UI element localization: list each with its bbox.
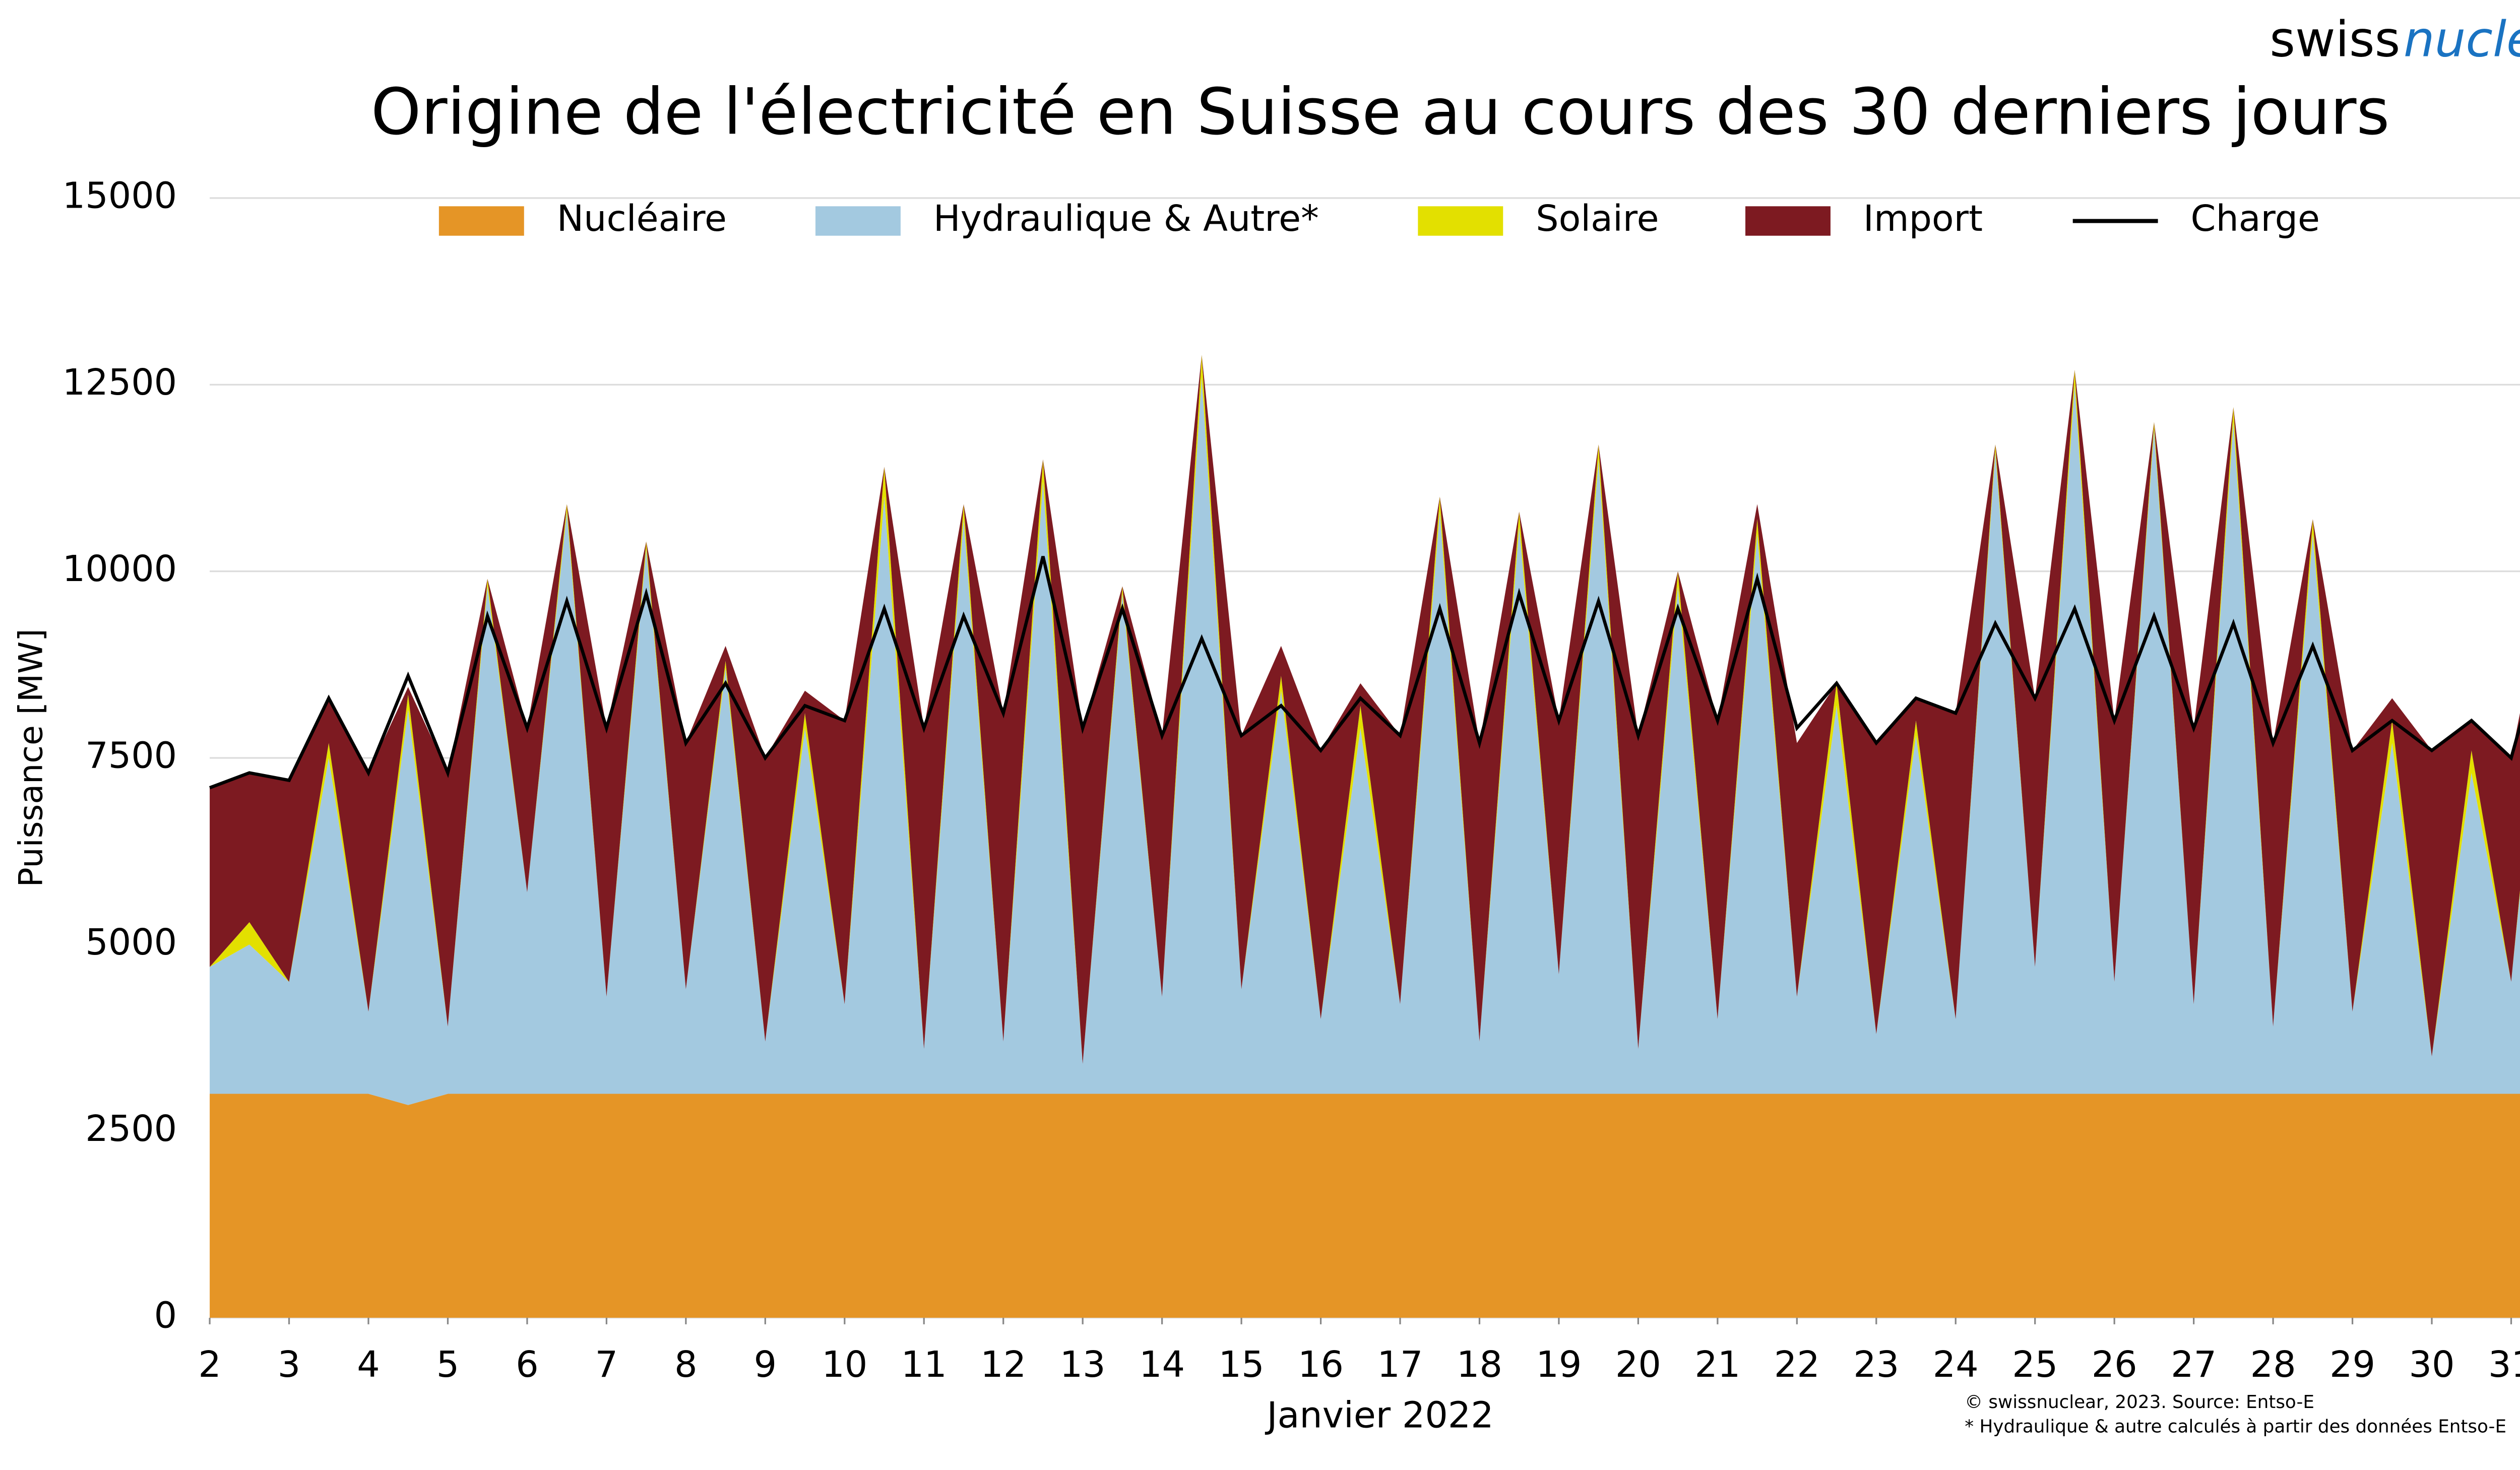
logo: swiss: [2270, 11, 2400, 68]
x-tick-label: 30: [2409, 1344, 2455, 1385]
logo-text: swiss: [2270, 11, 2400, 68]
x-tick-label: 2: [198, 1344, 221, 1385]
area: [210, 1094, 2520, 1318]
x-tick-label: 21: [1694, 1344, 1740, 1385]
x-tick-label: 3: [278, 1344, 300, 1385]
x-tick-label: 8: [674, 1344, 697, 1385]
legend-label: Nucléaire: [557, 198, 727, 239]
x-axis-label: Janvier 2022: [1265, 1394, 1494, 1436]
legend-swatch: [1418, 206, 1503, 236]
x-tick-label: 20: [1615, 1344, 1661, 1385]
footnote: © swissnuclear, 2023. Source: Entso-E: [1965, 1392, 2314, 1413]
x-tick-label: 13: [1060, 1344, 1106, 1385]
x-tick-label: 18: [1457, 1344, 1502, 1385]
y-tick-label: 15000: [62, 175, 177, 217]
x-tick-label: 16: [1298, 1344, 1344, 1385]
y-tick-label: 0: [154, 1294, 177, 1336]
x-tick-label: 10: [822, 1344, 867, 1385]
y-tick-label: 10000: [62, 548, 177, 590]
y-tick-label: 12500: [62, 361, 177, 403]
x-tick-label: 26: [2092, 1344, 2137, 1385]
x-tick-label: 27: [2171, 1344, 2217, 1385]
legend-swatch: [815, 206, 901, 236]
x-tick-label: 7: [595, 1344, 618, 1385]
x-tick-label: 19: [1536, 1344, 1582, 1385]
x-tick-label: 14: [1139, 1344, 1185, 1385]
line: [209, 556, 2520, 790]
area: [210, 355, 2520, 1064]
legend-swatch: [1745, 206, 1831, 236]
legend-label: Solaire: [1536, 198, 1659, 239]
x-tick-label: 17: [1377, 1344, 1423, 1385]
legend-label: Hydraulique & Autre*: [933, 198, 1319, 239]
legend-label: Import: [1863, 198, 1983, 239]
chart-title: Origine de l'électricité en Suisse au co…: [371, 74, 2390, 149]
legend-label: Charge: [2191, 198, 2320, 239]
y-tick-label: 5000: [85, 921, 177, 963]
x-tick-label: 24: [1933, 1344, 1979, 1385]
x-tick-label: 15: [1219, 1344, 1265, 1385]
x-tick-label: 29: [2329, 1344, 2375, 1385]
x-tick-label: 9: [754, 1344, 777, 1385]
x-tick-label: 5: [436, 1344, 459, 1385]
x-tick-label: 28: [2250, 1344, 2296, 1385]
x-tick-label: 12: [980, 1344, 1026, 1385]
x-tick-label: 22: [1774, 1344, 1820, 1385]
x-tick-label: 31: [2488, 1344, 2520, 1385]
x-tick-label: 11: [901, 1344, 947, 1385]
x-tick-label: 6: [516, 1344, 538, 1385]
footnote: * Hydraulique & autre calculés à partir …: [1965, 1417, 2506, 1437]
y-axis-label: Puissance [MW]: [12, 628, 50, 887]
area: [210, 377, 2520, 1105]
x-tick-label: 25: [2012, 1344, 2058, 1385]
logo-accent: nuclear: [2404, 11, 2520, 68]
x-tick-label: 4: [357, 1344, 380, 1385]
y-tick-label: 2500: [85, 1108, 177, 1149]
x-tick-label: 23: [1853, 1344, 1899, 1385]
y-tick-label: 7500: [85, 735, 177, 777]
legend-swatch: [438, 206, 524, 236]
